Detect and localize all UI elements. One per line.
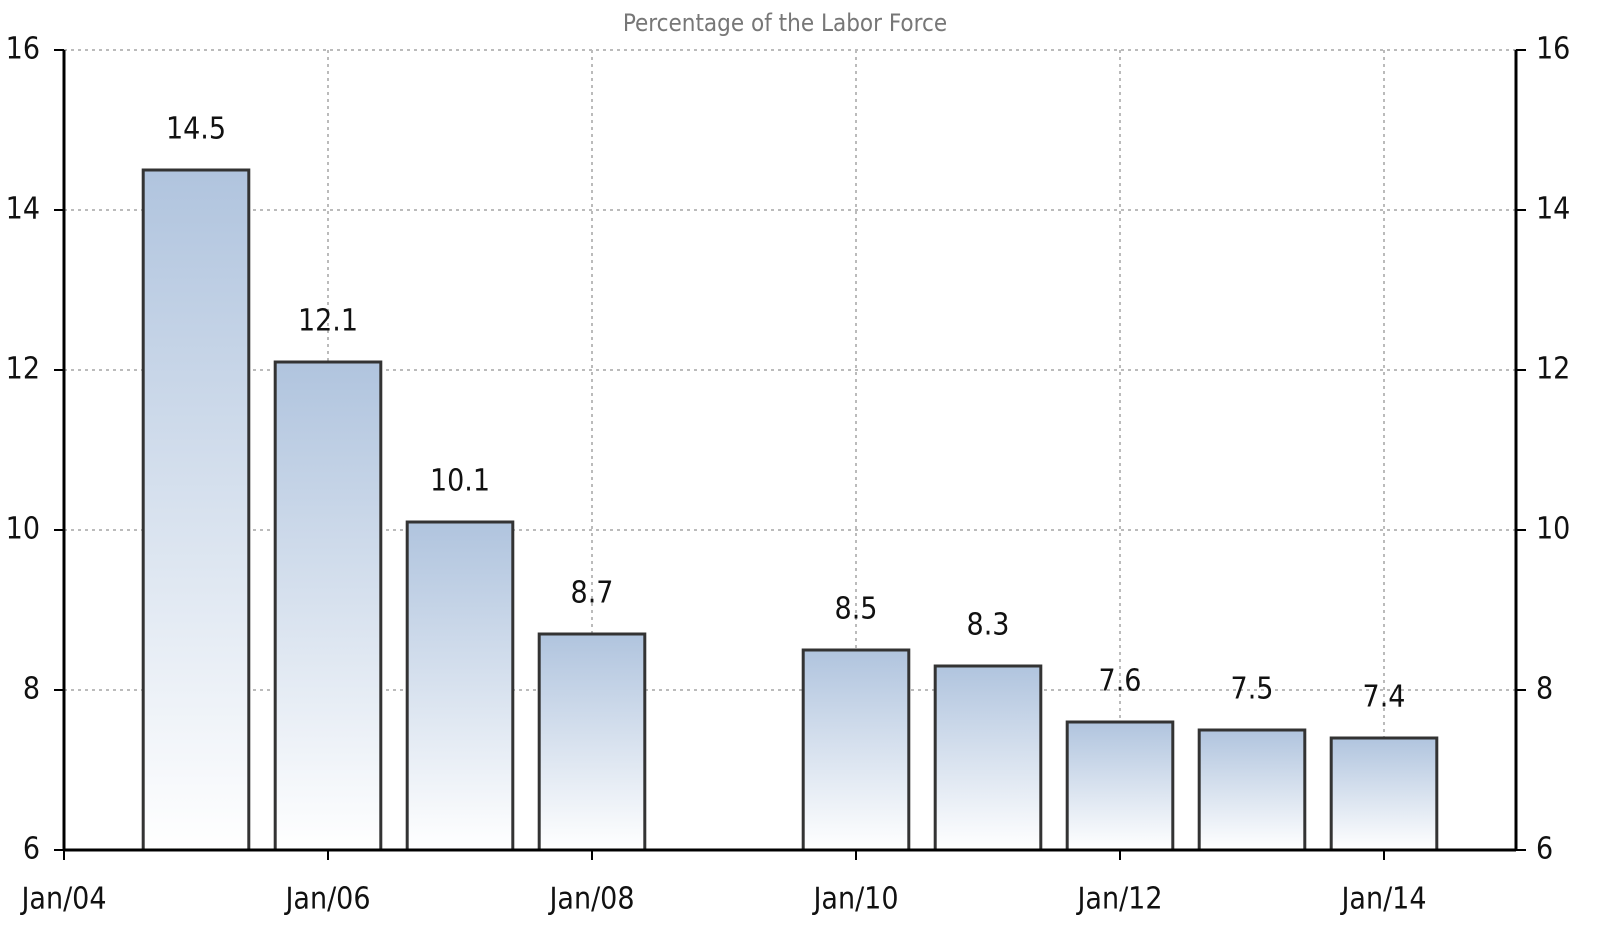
data-label: 7.4 (1363, 680, 1406, 715)
y-tick-label: 6 (23, 832, 40, 867)
y2-tick-label: 8 (1536, 672, 1553, 707)
y2-tick-label: 16 (1536, 32, 1570, 67)
x-tick-label: Jan/12 (1075, 882, 1162, 917)
bar (273, 360, 383, 852)
data-label: 7.5 (1231, 672, 1274, 707)
x-tick-label: Jan/14 (1339, 882, 1426, 917)
chart-title: Percentage of the Labor Force (623, 9, 947, 37)
y-tick-label: 16 (6, 32, 40, 67)
x-tick-label: Jan/08 (547, 882, 634, 917)
bar (933, 664, 1043, 852)
y2-tick-label: 14 (1536, 192, 1570, 227)
bar (537, 632, 647, 852)
bar (405, 520, 515, 852)
data-label: 7.6 (1099, 664, 1142, 699)
y2-tick-label: 6 (1536, 832, 1553, 867)
x-tick-label: Jan/06 (283, 882, 370, 917)
bar (1329, 736, 1439, 852)
y-tick-label: 14 (6, 192, 40, 227)
y2-tick-label: 10 (1536, 512, 1570, 547)
data-label: 14.5 (166, 112, 226, 147)
data-label: 10.1 (430, 464, 490, 499)
x-tick-label: Jan/10 (811, 882, 898, 917)
bar (141, 168, 251, 852)
bar (1065, 720, 1175, 852)
bar (1197, 728, 1307, 852)
y-tick-label: 8 (23, 672, 40, 707)
x-tick-label: Jan/04 (19, 882, 106, 917)
y-tick-label: 12 (6, 352, 40, 387)
data-label: 8.3 (967, 608, 1010, 643)
y-tick-label: 10 (6, 512, 40, 547)
data-label: 12.1 (298, 304, 358, 339)
y2-tick-label: 12 (1536, 352, 1570, 387)
bar (801, 648, 911, 852)
data-label: 8.5 (835, 592, 878, 627)
data-label: 8.7 (571, 576, 614, 611)
